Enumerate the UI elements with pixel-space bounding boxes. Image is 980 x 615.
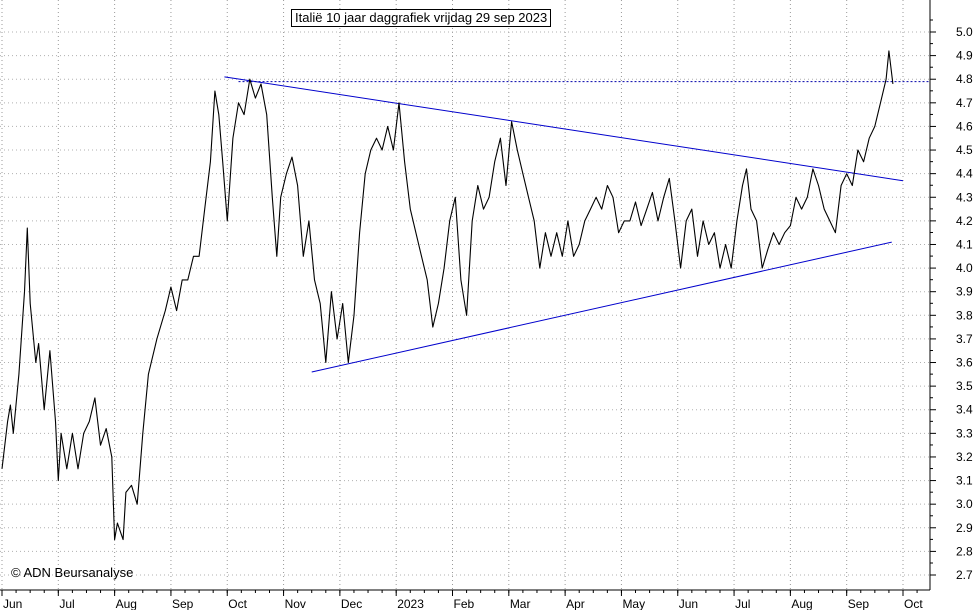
y-tick-label: 3.9 xyxy=(956,285,973,299)
x-tick-label: Jun xyxy=(3,597,22,610)
y-tick-label: 3.5 xyxy=(956,379,973,393)
y-tick-label: 4.1 xyxy=(956,237,973,251)
x-tick-label: Mar xyxy=(510,597,531,610)
y-tick-label: 4.9 xyxy=(956,49,973,63)
y-tick-label: 5.0 xyxy=(956,25,973,39)
x-tick-label: 2023 xyxy=(397,597,424,610)
x-tick-label: Sep xyxy=(172,597,194,610)
y-tick-label: 4.6 xyxy=(956,119,973,133)
y-tick-label: 2.7 xyxy=(956,568,973,582)
y-tick-label: 3.8 xyxy=(956,308,973,322)
x-tick-label: May xyxy=(622,597,645,610)
y-tick-label: 4.7 xyxy=(956,96,973,110)
x-tick-label: Feb xyxy=(454,597,475,610)
y-tick-label: 3.3 xyxy=(956,426,973,440)
y-tick-label: 4.2 xyxy=(956,214,973,228)
x-tick-label: Jun xyxy=(679,597,698,610)
y-tick-label: 3.1 xyxy=(956,474,973,488)
y-tick-label: 3.6 xyxy=(956,356,973,370)
copyright-credit: © ADN Beursanalyse xyxy=(11,565,134,580)
y-tick-label: 4.4 xyxy=(956,167,973,181)
series-lines xyxy=(1,50,894,541)
yield-series-line xyxy=(1,50,894,541)
y-tick-label: 3.0 xyxy=(956,497,973,511)
y-tick-label: 4.3 xyxy=(956,190,973,204)
x-tick-label: Aug xyxy=(116,597,137,610)
x-tick-label: Dec xyxy=(341,597,362,610)
grid xyxy=(0,0,930,590)
trendline xyxy=(311,241,892,373)
y-tick-label: 3.7 xyxy=(956,332,973,346)
y-tick-label: 3.4 xyxy=(956,403,973,417)
y-axis: 2.7 2.8 2.9 3.0 3.1 3.2 3.3 3.4 3.5 3.6 3.7 3.8 3.9 4… xyxy=(930,19,973,582)
x-tick-label: Aug xyxy=(791,597,812,610)
x-tick-label: Nov xyxy=(285,597,306,610)
plot-frame xyxy=(0,0,931,591)
chart-title: Italië 10 jaar daggrafiek vrijdag 29 sep… xyxy=(291,9,552,27)
y-tick-label: 2.8 xyxy=(956,544,973,558)
trendline xyxy=(224,76,904,182)
x-tick-label: Jul xyxy=(735,597,750,610)
y-tick-label: 2.9 xyxy=(956,521,973,535)
trendlines xyxy=(224,76,930,373)
x-tick-label: Apr xyxy=(566,597,585,610)
x-tick-label: Oct xyxy=(904,597,923,610)
x-axis: Jun Jul Aug Sep Oct Nov Dec 2023 Feb Mar Apr May Jun… xyxy=(1,590,923,611)
x-tick-label: Sep xyxy=(848,597,870,610)
y-tick-label: 4.8 xyxy=(956,72,973,86)
y-tick-label: 3.2 xyxy=(956,450,973,464)
y-tick-label: 4.0 xyxy=(956,261,973,275)
x-tick-label: Jul xyxy=(59,597,74,610)
x-tick-label: Oct xyxy=(228,597,247,610)
y-tick-label: 4.5 xyxy=(956,143,973,157)
